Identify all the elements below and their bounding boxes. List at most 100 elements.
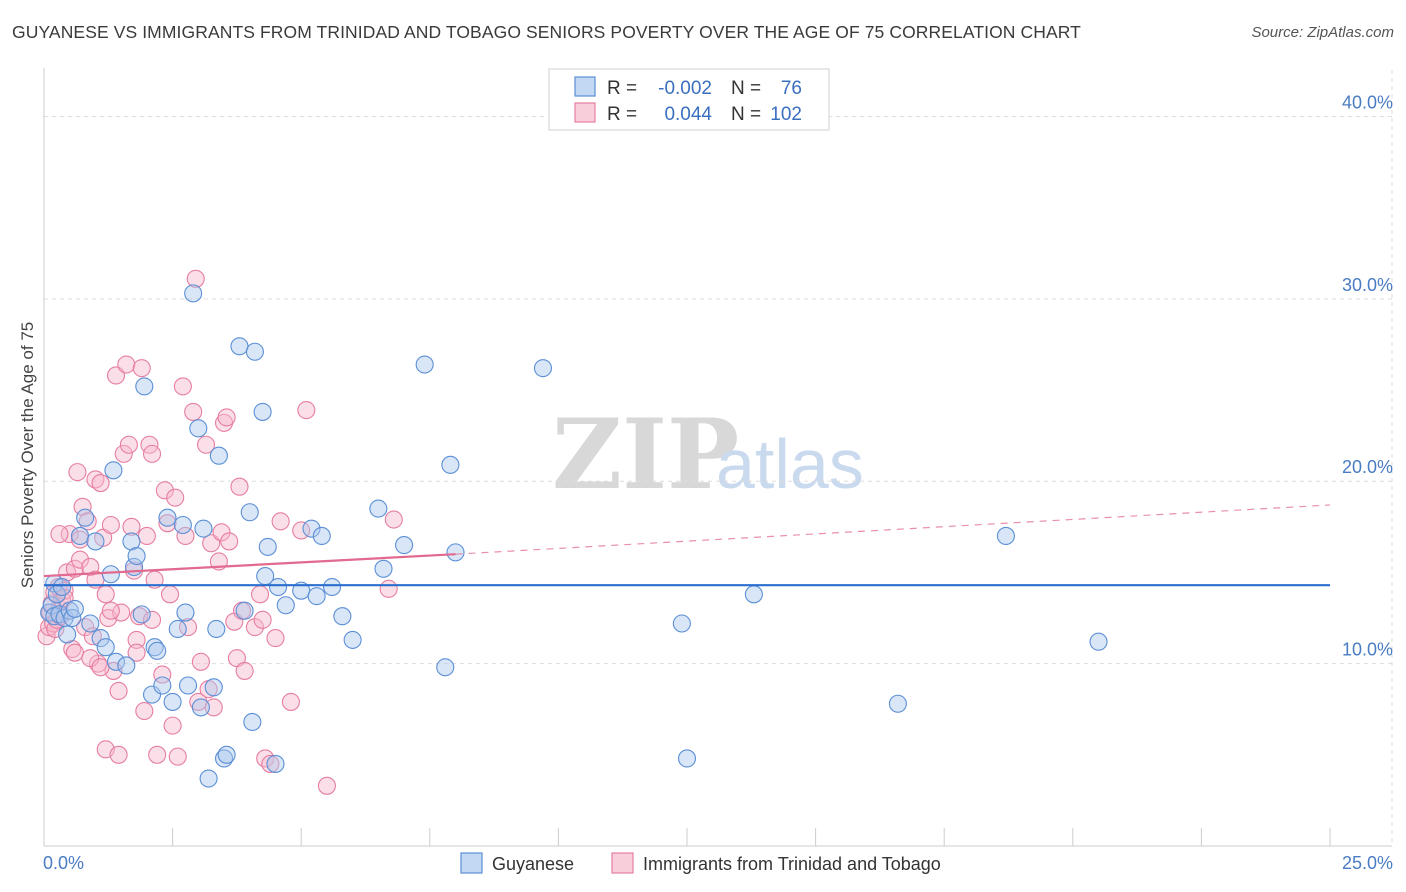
trinidad-point	[184, 402, 203, 421]
trinidad-point	[109, 745, 128, 764]
trinidad-point	[261, 754, 280, 773]
guyanese-point	[178, 676, 198, 695]
guyanese-point	[207, 619, 226, 639]
trinidad-point	[127, 630, 146, 649]
guyanese-point	[369, 499, 388, 518]
trinidad-point	[91, 658, 110, 677]
trinidad-point	[137, 526, 156, 546]
guyanese-point	[266, 754, 285, 773]
trinidad-trend-line	[43, 553, 456, 578]
x-tick-label: 25.0%	[1342, 853, 1393, 873]
guyanese-point	[533, 359, 553, 378]
guyanese-point	[173, 515, 192, 535]
guyanese-point	[101, 565, 120, 584]
guyanese-point	[70, 526, 90, 546]
watermark-atlas: atlas	[716, 425, 864, 503]
y-tick-label: 30.0%	[1342, 275, 1393, 295]
guyanese-point	[744, 585, 763, 604]
y-tick-label: 20.0%	[1342, 457, 1393, 477]
trinidad-point	[173, 377, 192, 396]
legend-top: R = -0.002 N = 76 R = 0.044 N = 102	[548, 68, 830, 131]
trinidad-point	[212, 523, 231, 542]
trinidad-point	[317, 776, 336, 795]
trinidad-point	[245, 618, 264, 637]
trinidad-point	[196, 435, 216, 454]
guyanese-point	[243, 712, 262, 732]
trinidad-point	[163, 716, 182, 735]
guyanese-point	[65, 599, 84, 618]
legend-n-value-2: 102	[770, 104, 802, 125]
guyanese-point	[52, 577, 72, 597]
guyanese-point	[142, 685, 162, 704]
x-tick-labels: 0.0% 25.0%	[43, 853, 1393, 873]
trinidad-point	[81, 649, 100, 668]
trinidad-point	[191, 652, 210, 671]
trend-lines	[43, 504, 1331, 587]
guyanese-point	[415, 355, 434, 374]
trinidad-point	[68, 463, 87, 482]
trinidad-point	[86, 470, 105, 489]
trinidad-point	[217, 408, 236, 427]
grid	[44, 70, 1393, 846]
trinidad-point	[297, 401, 316, 420]
trinidad-point	[271, 512, 290, 531]
trinidad-point	[250, 585, 270, 604]
guyanese-point	[395, 536, 414, 555]
legend-swatch-guyanese	[574, 76, 596, 97]
guyanese-point	[204, 678, 223, 697]
chart-title: GUYANESE VS IMMIGRANTS FROM TRINIDAD AND…	[12, 22, 1081, 42]
y-axis-label: Seniors Poverty Over the Age of 75	[18, 322, 37, 588]
trinidad-point	[91, 474, 110, 493]
guyanese-point	[374, 559, 393, 578]
guyanese-point	[217, 745, 236, 764]
trinidad-point	[96, 585, 115, 604]
guyanese-point	[176, 603, 195, 622]
x-tick-label: 0.0%	[43, 853, 84, 873]
trinidad-point	[166, 488, 185, 507]
guyanese-point	[86, 532, 105, 551]
guyanese-point	[199, 769, 218, 788]
guyanese-point	[158, 508, 177, 527]
trinidad-point	[186, 269, 205, 288]
trinidad-point	[168, 747, 187, 766]
axes	[43, 68, 1392, 847]
guyanese-point	[189, 419, 208, 438]
trinidad-point	[132, 359, 151, 378]
trinidad-point	[65, 559, 84, 578]
guyanese-point	[230, 337, 249, 356]
guyanese-point	[677, 749, 697, 768]
guyanese-point	[106, 652, 126, 671]
trinidad-point	[160, 585, 180, 604]
trinidad-point	[70, 550, 90, 569]
guyanese-point	[76, 508, 95, 527]
legend-r-label-1: R =	[607, 78, 637, 99]
guyanese-point	[117, 656, 136, 675]
guyanese-point	[888, 694, 907, 713]
trinidad-point	[109, 681, 128, 701]
guyanese-point	[184, 284, 203, 303]
guyanese-point	[81, 614, 100, 633]
guyanese-point	[333, 607, 352, 626]
trinidad-point	[117, 355, 136, 374]
guyanese-point	[127, 546, 146, 566]
trinidad-point	[379, 579, 398, 598]
trinidad-point	[253, 610, 272, 629]
trinidad-point	[204, 698, 223, 717]
trinidad-point	[142, 610, 162, 629]
guyanese-point	[302, 519, 321, 538]
trinidad-point	[153, 665, 172, 684]
guyanese-point	[163, 692, 182, 711]
y-tick-label: 10.0%	[1342, 640, 1393, 660]
legend-r-value-2: 0.044	[664, 104, 712, 125]
trinidad-point	[220, 532, 239, 551]
trinidad-point	[256, 749, 275, 768]
trinidad-point	[148, 745, 167, 764]
guyanese-point	[343, 630, 362, 649]
legend-bottom-label-trinidad: Immigrants from Trinidad and Tobago	[643, 854, 941, 874]
pink-points	[37, 269, 403, 795]
guyanese-point	[240, 503, 259, 522]
trinidad-point	[65, 643, 84, 662]
legend-bottom-swatch-guyanese	[460, 852, 483, 874]
trinidad-point	[101, 515, 120, 535]
